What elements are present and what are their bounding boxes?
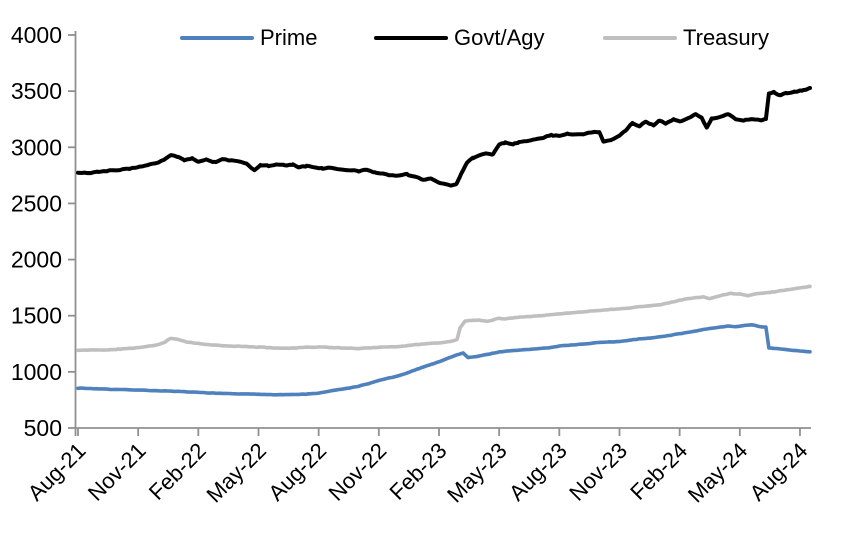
y-tick-label: 3000 [11, 134, 62, 160]
series-line-govt-agy [76, 86, 812, 188]
series-line-prime [76, 322, 812, 397]
x-tick-label: Aug-21 [23, 438, 91, 506]
x-tick-label: Aug-24 [745, 438, 813, 506]
x-tick-label: May-22 [201, 438, 271, 508]
y-tick-label: 2000 [11, 247, 62, 273]
x-tick-label: May-24 [683, 438, 753, 508]
series-line-treasury [76, 284, 812, 353]
x-tick-label: Aug-23 [504, 438, 572, 506]
x-tick-label: Nov-23 [564, 438, 632, 506]
x-tick-label: Nov-22 [324, 438, 392, 506]
x-tick-label: Aug-22 [263, 438, 331, 506]
y-tick-label: 1500 [11, 303, 62, 329]
x-tick-label: Nov-21 [83, 438, 151, 506]
x-tick-label: May-23 [442, 438, 512, 508]
x-tick-label: Feb-24 [625, 438, 692, 505]
y-tick-label: 2500 [11, 190, 62, 216]
y-tick-label: 4000 [11, 22, 62, 48]
x-tick-label: Feb-22 [144, 438, 211, 505]
x-tick-label: Feb-23 [385, 438, 452, 505]
y-tick-label: 1000 [11, 359, 62, 385]
y-tick-label: 500 [24, 415, 62, 441]
y-tick-label: 3500 [11, 78, 62, 104]
